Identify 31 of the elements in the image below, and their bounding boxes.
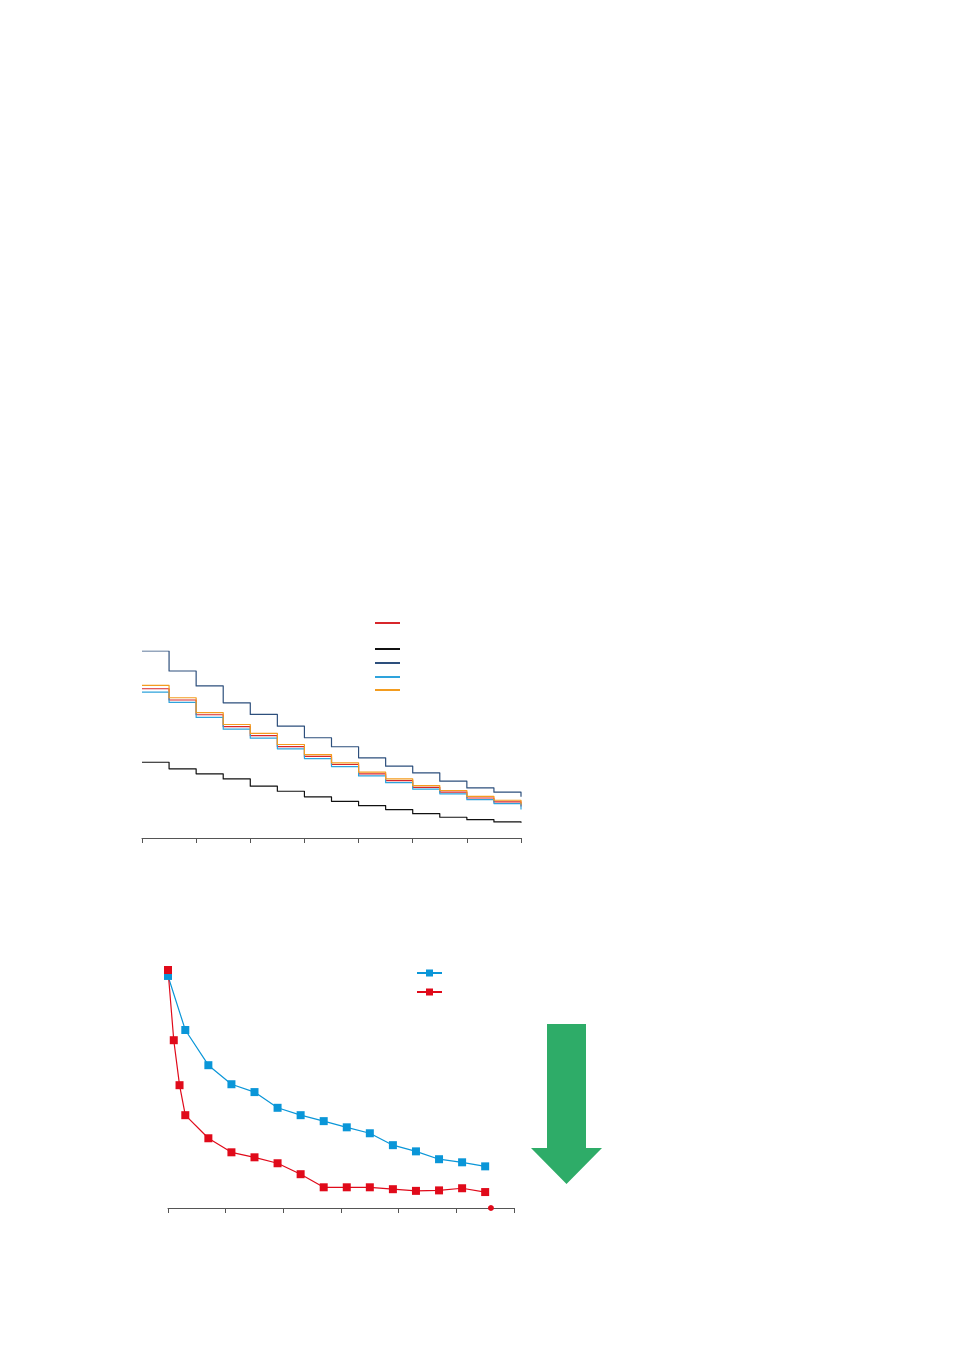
point: [342, 1183, 351, 1192]
point: [181, 1025, 190, 1034]
point: [435, 1155, 444, 1164]
point: [273, 1159, 282, 1168]
point: [175, 1081, 184, 1090]
point: [227, 1148, 236, 1157]
point: [388, 1141, 397, 1150]
point: [365, 1183, 374, 1192]
point: [250, 1153, 259, 1162]
point: [296, 1111, 305, 1120]
point: [181, 1111, 190, 1120]
point: [342, 1123, 351, 1132]
point: [204, 1134, 213, 1143]
point: [411, 1147, 420, 1156]
point: [458, 1184, 467, 1193]
point: [164, 966, 172, 974]
point: [296, 1170, 305, 1179]
point: [319, 1183, 328, 1192]
point: [458, 1158, 467, 1167]
point: [273, 1103, 282, 1112]
point: [435, 1186, 444, 1195]
point: [388, 1185, 397, 1194]
point: [250, 1088, 259, 1097]
point: [319, 1117, 328, 1126]
point: [411, 1186, 420, 1195]
point: [169, 1036, 178, 1045]
point: [204, 1061, 213, 1070]
point: [481, 1188, 490, 1197]
point: [227, 1080, 236, 1089]
point: [365, 1129, 374, 1138]
point: [481, 1162, 490, 1171]
